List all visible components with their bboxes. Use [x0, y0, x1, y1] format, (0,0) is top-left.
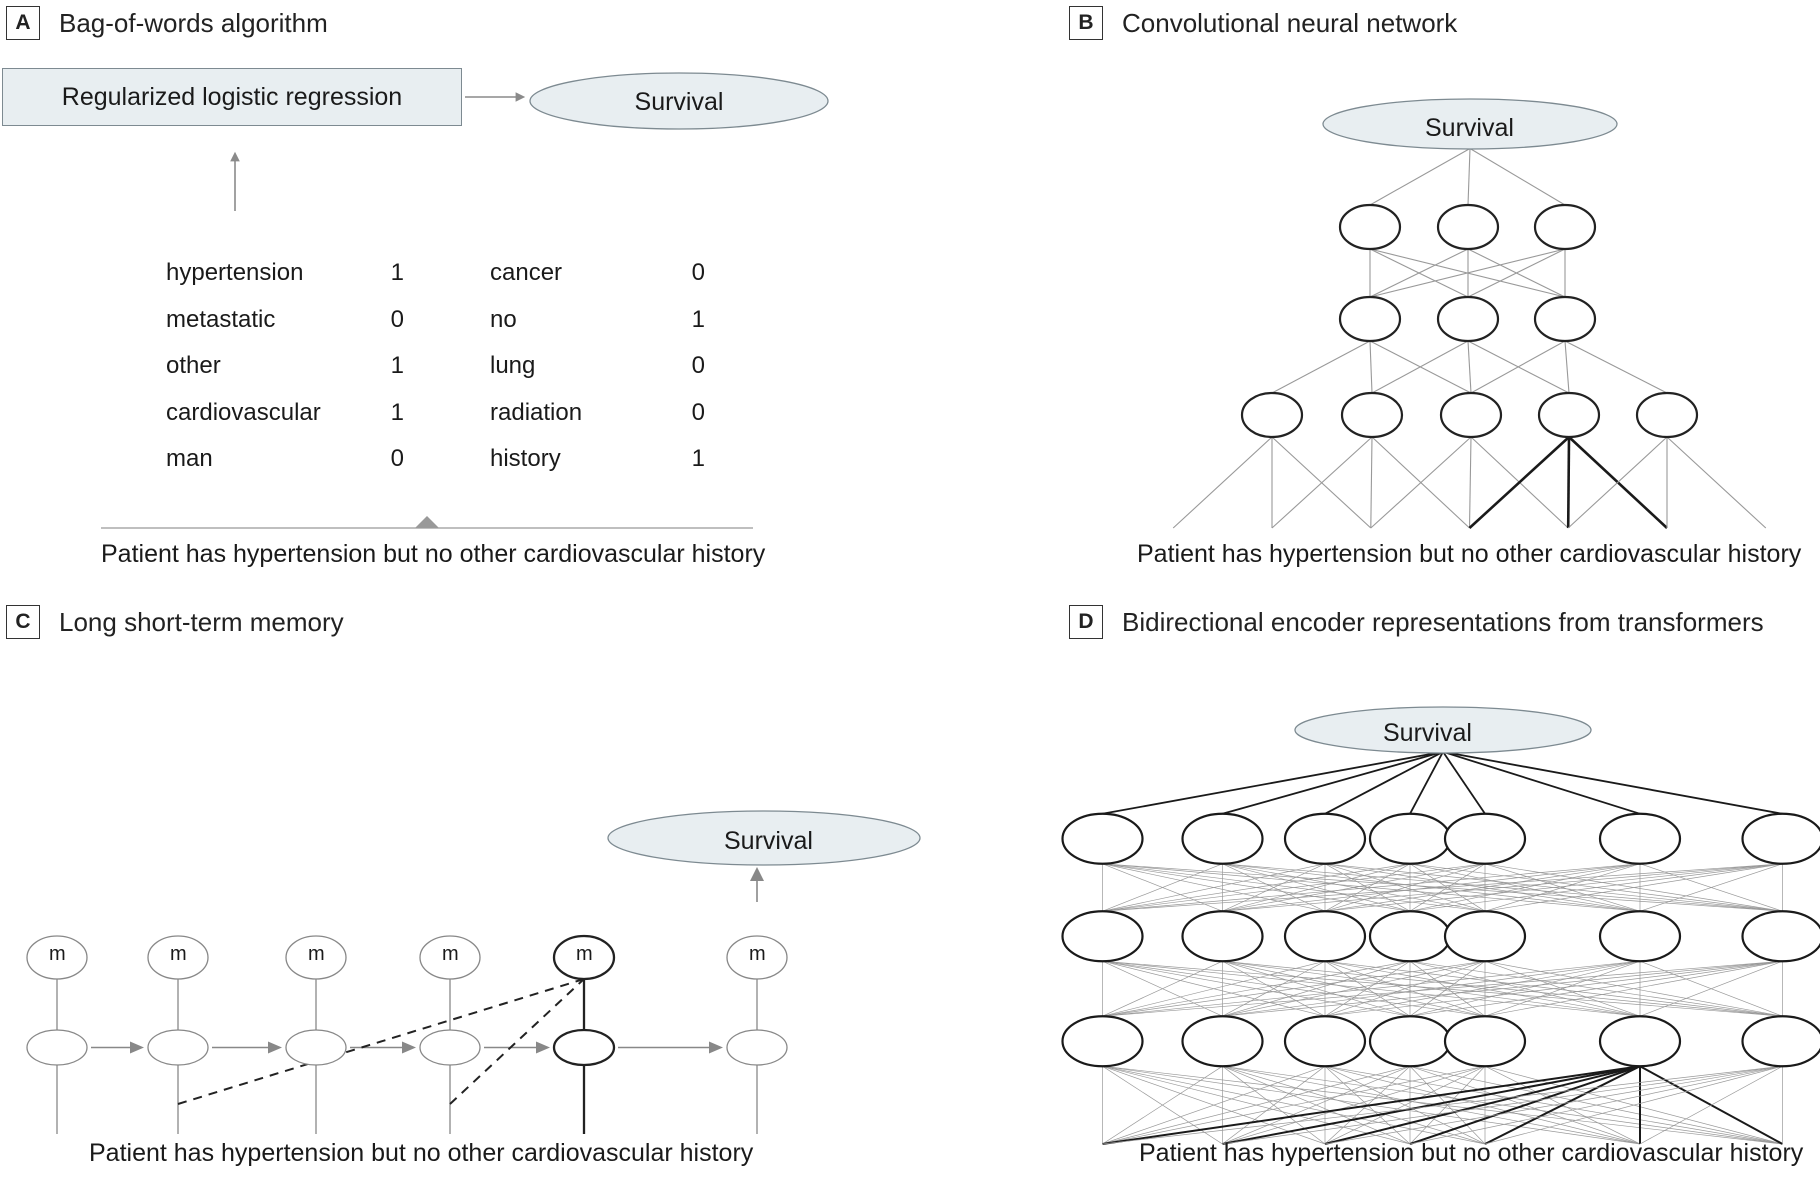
svg-text:Survival: Survival — [635, 88, 724, 116]
